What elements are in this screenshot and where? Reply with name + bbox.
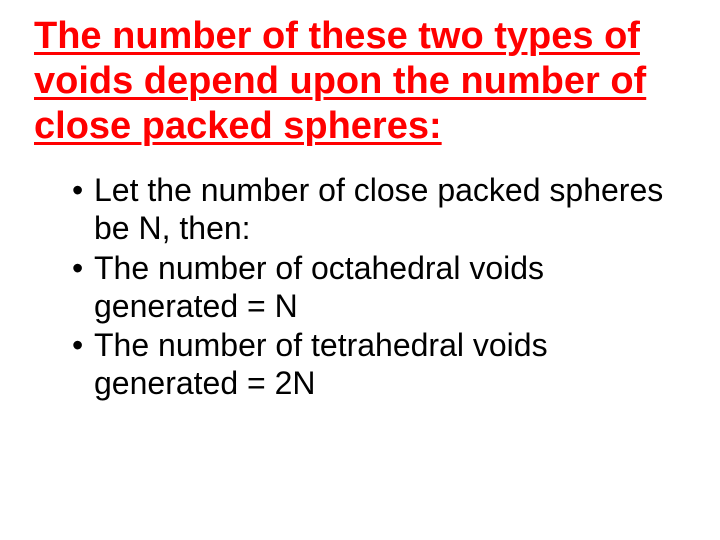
bullet-list: Let the number of close packed spheres b…: [34, 172, 690, 403]
list-item: Let the number of close packed spheres b…: [72, 172, 690, 248]
list-item: The number of octahedral voids generated…: [72, 250, 690, 326]
slide-title: The number of these two types of voids d…: [34, 14, 690, 148]
slide: The number of these two types of voids d…: [0, 0, 720, 540]
list-item: The number of tetrahedral voids generate…: [72, 327, 690, 403]
